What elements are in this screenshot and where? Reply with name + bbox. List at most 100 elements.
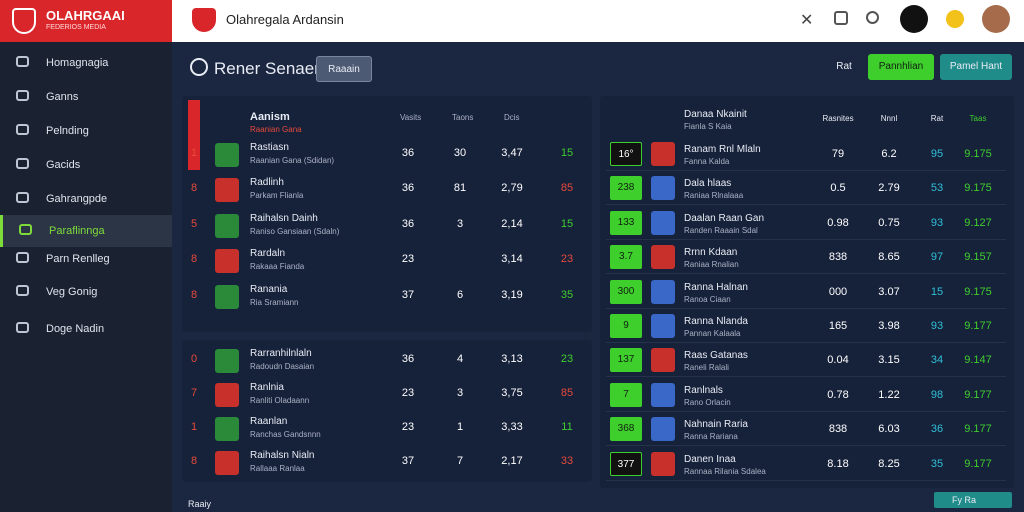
stat: 35 [930, 457, 944, 470]
team-logo [215, 285, 239, 309]
player-sub: Ranoa Ciaan [684, 294, 731, 304]
row-divider [606, 170, 1006, 171]
stat: 34 [930, 354, 944, 367]
notification-icon[interactable] [946, 10, 964, 28]
avatar[interactable] [900, 5, 928, 33]
nav-label: Doge Nadin [46, 323, 105, 335]
toolbar-button[interactable]: Raaain [316, 56, 372, 82]
stat: 36 [401, 147, 415, 159]
rank: 1 [191, 147, 198, 159]
stat: 0.75 [878, 216, 900, 229]
stat: 15 [560, 218, 574, 230]
stat: 37 [401, 455, 415, 467]
row-divider [606, 445, 1006, 447]
stat: 79 [831, 148, 845, 160]
stat: 2,14 [501, 218, 523, 230]
stat: 3,47 [501, 147, 523, 159]
nav-icon [16, 285, 29, 296]
row-divider [606, 479, 1006, 481]
stat: 9.177 [964, 457, 992, 470]
stat: 23 [560, 353, 574, 365]
stat: 9.175 [964, 148, 992, 160]
stat: 838 [828, 423, 848, 436]
nav-item[interactable]: Paraflinnga [0, 215, 172, 247]
player-sub: Randen Raaain Sdal [684, 225, 758, 235]
rank-badge: 7 [610, 382, 642, 407]
rank: 0 [191, 353, 198, 365]
footer-status: Fy Ra [934, 492, 1012, 508]
stat: 0.78 [827, 388, 849, 401]
player-name: Rrnn Kdaan [684, 247, 738, 259]
stat: 93 [930, 216, 944, 229]
stat: 15 [560, 147, 574, 159]
stat: 36 [930, 423, 944, 436]
stat: 9.175 [964, 285, 992, 298]
stat: 6 [456, 289, 464, 301]
player-sub: Raniaa Rlnalaaa [684, 191, 744, 201]
nav-item[interactable]: Pelnding [0, 115, 172, 147]
nav-icon [19, 224, 32, 235]
rank-badge: 368 [610, 417, 642, 442]
player-photo [651, 314, 675, 338]
logo [192, 8, 216, 32]
team-sub: Parkam Flianla [250, 191, 304, 200]
stat: 3,33 [501, 421, 523, 433]
nav-icon [16, 124, 29, 135]
team-sub: Raanian Gana (Sdidan) [250, 156, 335, 165]
player-name: Danen Inaa [684, 453, 736, 465]
toolbar-icon [190, 58, 208, 76]
nav-label: Gacids [46, 159, 81, 171]
stat: 0.5 [830, 182, 846, 195]
user-avatar[interactable] [982, 5, 1010, 33]
player-photo [651, 279, 675, 304]
nav-item[interactable]: Hоmagnagia [0, 47, 172, 79]
stat: 23 [560, 253, 574, 265]
rank: 1 [191, 421, 198, 433]
search-icon[interactable] [866, 11, 879, 24]
column-header: Rat [930, 114, 944, 123]
stat: 3.07 [878, 285, 900, 298]
stat: 8.25 [878, 457, 900, 470]
player-name: Daalan Raan Gan [684, 212, 765, 224]
team-logo [215, 143, 239, 167]
stat: 37 [401, 289, 415, 301]
nav-item[interactable]: Veg Gonig [0, 276, 172, 308]
team-logo [215, 451, 239, 475]
nav-item[interactable]: Doge Nadin [0, 313, 172, 345]
team-logo [215, 349, 239, 373]
nav-item[interactable]: Parn Renlleg [0, 243, 172, 275]
nav-item[interactable]: Ganns [0, 81, 172, 113]
nav-item[interactable]: Gahrangpde [0, 183, 172, 215]
stat: 000 [828, 285, 848, 298]
table-header-sub: Fianla S Kaia [684, 122, 732, 131]
rank: 8 [191, 455, 198, 467]
stat: 7 [456, 455, 464, 467]
stat: 0.98 [827, 216, 849, 229]
action-button[interactable]: Pannhlian [868, 54, 934, 80]
player-photo [651, 142, 675, 166]
rank-badge: 133 [610, 210, 642, 235]
stat: 23 [401, 387, 415, 399]
nav-item[interactable]: Gacids [0, 149, 172, 181]
stat: 2,79 [501, 182, 523, 194]
rank: 8 [191, 289, 198, 301]
rank-badge: 16° [610, 142, 642, 166]
nav-label: Ganns [46, 91, 79, 103]
topbar-title: Olahregala Ardansin [226, 12, 344, 27]
stat: 53 [930, 182, 944, 195]
stat: 2,17 [501, 455, 523, 467]
nav-label: Gahrangpde [46, 193, 108, 205]
stat: 8.65 [878, 251, 900, 264]
action-button[interactable]: Rat [836, 61, 852, 72]
action-button[interactable]: Pamel Hant [940, 54, 1012, 80]
close-icon[interactable]: ✕ [800, 12, 814, 29]
stat: 35 [560, 289, 574, 301]
nav-icon [16, 322, 29, 333]
stat: 3,14 [501, 253, 523, 265]
team-logo [215, 178, 239, 202]
brand: OLAHRGAAI FEDERIOS MEDIA [0, 0, 172, 42]
nav-label: Hоmagnagia [46, 57, 109, 69]
rank-badge: 300 [610, 279, 642, 304]
window-icon[interactable] [834, 11, 848, 25]
